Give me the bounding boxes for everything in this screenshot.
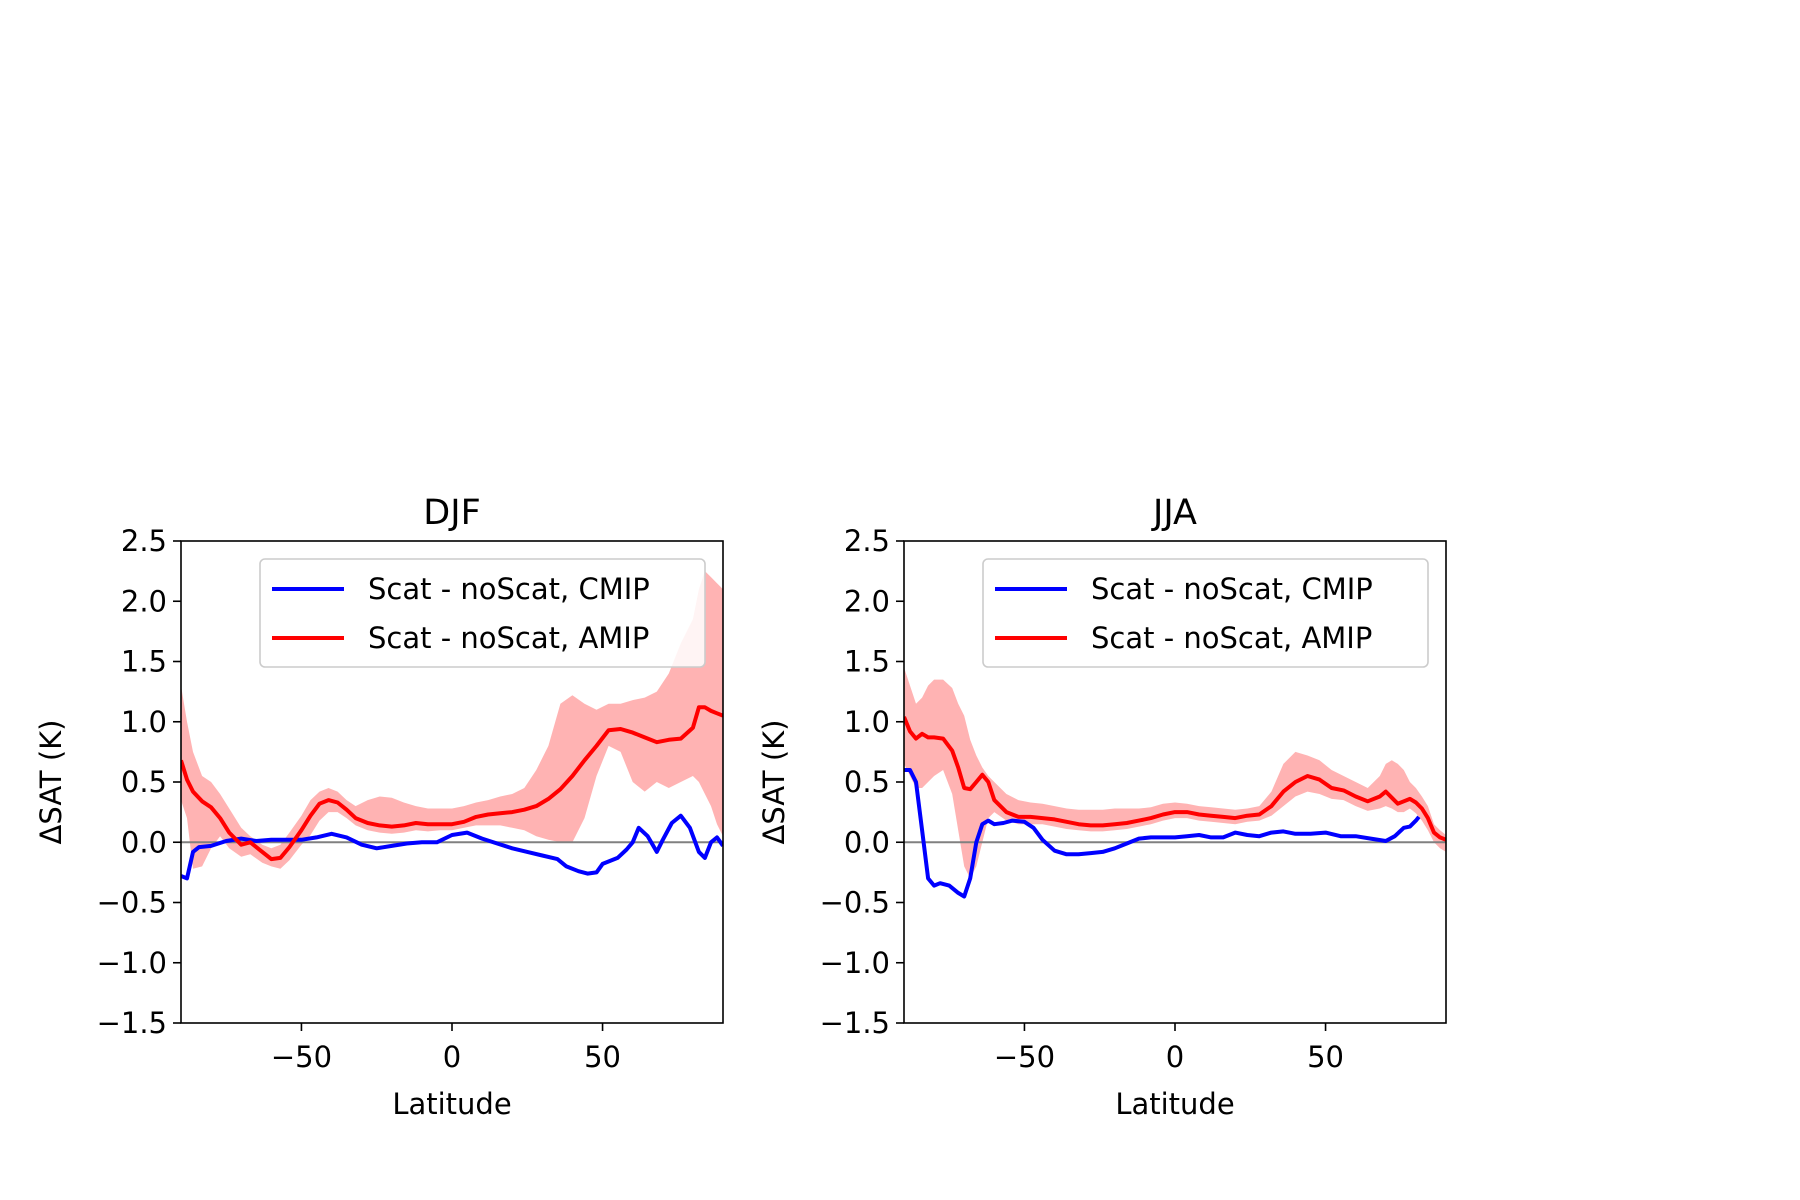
panel-djf-ytick-label: −0.5 [97, 886, 167, 920]
panel-jja-ytick-label: −1.0 [820, 946, 890, 980]
panel-jja-series-0-line [904, 768, 1421, 899]
panel-jja-ytick-label: 0.0 [844, 825, 890, 859]
panel-jja-ytick-label: 1.0 [844, 705, 890, 739]
panel-jja-legend: Scat - noScat, CMIP Scat - noScat, AMIP [982, 558, 1429, 668]
panel-djf-ytick-label: 1.5 [121, 645, 167, 679]
panel-djf-plot-area [181, 571, 723, 881]
panel-jja-legend-label-0: Scat - noScat, CMIP [1091, 572, 1373, 606]
panel-djf-series-0-line [181, 813, 723, 881]
panel-jja-ylabel: ΔSAT (K) [757, 720, 791, 845]
panel-djf-xtick-label: −50 [271, 1040, 332, 1074]
panel-djf-xtick-label: 0 [443, 1040, 461, 1074]
panel-jja-series-1-band [904, 667, 1446, 879]
panel-djf-title: DJF [423, 493, 480, 533]
panel-jja-ytick-label: 2.5 [844, 524, 890, 558]
panel-djf-ytick-label: 2.0 [121, 584, 167, 618]
panel-djf-ytick-label: 2.5 [121, 524, 167, 558]
panel-jja-xtick-label: 50 [1307, 1040, 1344, 1074]
panel-djf-ytick-label: −1.5 [97, 1006, 167, 1040]
panel-djf-xlabel: Latitude [392, 1087, 511, 1121]
panel-djf-legend: Scat - noScat, CMIP Scat - noScat, AMIP [259, 558, 706, 668]
panel-jja-legend-label-1: Scat - noScat, AMIP [1091, 621, 1372, 655]
panel-jja-ytick-label: −0.5 [820, 886, 890, 920]
panel-jja-series-1-line [904, 716, 1446, 842]
panel-jja-chart: −1.5 −1.0 −0.5 0.0 0.5 1.0 1.5 2.0 2.5 −50 0 50 JJA L… [757, 493, 1447, 1121]
panel-djf-ytick-label: 1.0 [121, 705, 167, 739]
panel-djf-ytick-label: 0.0 [121, 825, 167, 859]
panel-djf-legend-label-0: Scat - noScat, CMIP [368, 572, 650, 606]
panel-jja-ytick-label: 1.5 [844, 645, 890, 679]
panel-djf-chart: −1.5 −1.0 −0.5 0.0 0.5 1.0 1.5 2.0 2.5 −50 0 50 DJF L… [34, 493, 724, 1121]
panel-djf-ytick-label: −1.0 [97, 946, 167, 980]
panel-jja-title: JJA [1151, 493, 1197, 533]
panel-jja-ytick-label: 2.0 [844, 584, 890, 618]
panel-djf-series-1-band [181, 571, 723, 869]
panel-djf-ylabel: ΔSAT (K) [34, 720, 68, 845]
panel-jja-ytick-label: −1.5 [820, 1006, 890, 1040]
panel-jja-xlabel: Latitude [1115, 1087, 1234, 1121]
panel-jja-plot-area [904, 667, 1446, 899]
panel-jja-xtick-label: 0 [1166, 1040, 1184, 1074]
panel-djf-legend-box [259, 558, 706, 668]
panel-djf-series-1-line [181, 705, 723, 862]
panel-jja-ytick-label: 0.5 [844, 765, 890, 799]
panel-jja-xtick-label: −50 [994, 1040, 1055, 1074]
panel-djf-legend-label-1: Scat - noScat, AMIP [368, 621, 649, 655]
panel-djf-xtick-label: 50 [584, 1040, 621, 1074]
panel-djf-ytick-label: 0.5 [121, 765, 167, 799]
panel-jja-legend-box [982, 558, 1429, 668]
